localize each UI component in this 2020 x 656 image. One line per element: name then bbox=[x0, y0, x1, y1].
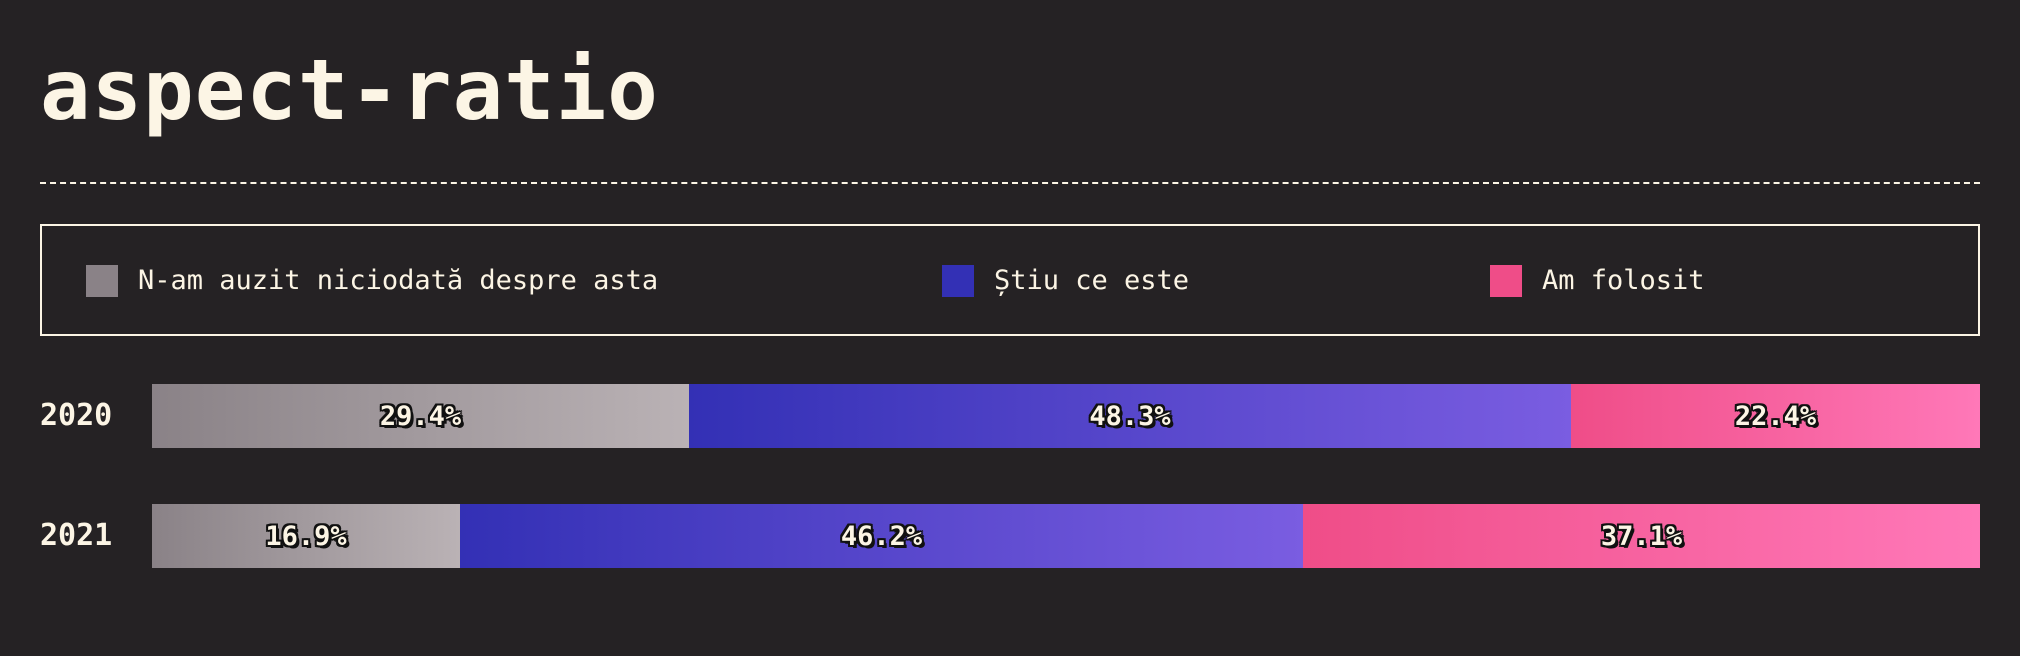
bar-row-2020: 29.4% 48.3% 22.4% bbox=[152, 384, 1980, 448]
legend-label-used: Am folosit bbox=[1542, 265, 1705, 296]
bar-segment-2021-know-what[interactable]: 46.2% bbox=[460, 504, 1303, 568]
row-label-2020: 2020 bbox=[40, 398, 113, 433]
legend-label-know-what: Știu ce este bbox=[994, 265, 1190, 296]
bar-segment-2021-used[interactable]: 37.1% bbox=[1303, 504, 1980, 568]
bar-row-2021: 16.9% 46.2% 37.1% bbox=[152, 504, 1980, 568]
bar-segment-2020-never-heard[interactable]: 29.4% bbox=[152, 384, 689, 448]
bar-segment-2020-used[interactable]: 22.4% bbox=[1571, 384, 1980, 448]
row-label-2021: 2021 bbox=[40, 518, 113, 553]
data-label-2021-know-what: 46.2% bbox=[840, 520, 923, 552]
legend: N-am auzit niciodată despre asta Știu ce… bbox=[40, 224, 1980, 336]
bar-segment-2021-never-heard[interactable]: 16.9% bbox=[152, 504, 460, 568]
legend-item-used[interactable]: Am folosit bbox=[1490, 265, 1705, 297]
data-label-2020-never-heard: 29.4% bbox=[379, 400, 462, 432]
data-label-2020-used: 22.4% bbox=[1734, 400, 1817, 432]
legend-item-know-what[interactable]: Știu ce este bbox=[942, 265, 1189, 297]
legend-swatch-know-what bbox=[942, 265, 974, 297]
legend-label-never-heard: N-am auzit niciodată despre asta bbox=[138, 265, 659, 296]
data-label-2021-never-heard: 16.9% bbox=[265, 520, 347, 552]
legend-swatch-never-heard bbox=[86, 265, 118, 297]
data-label-2020-know-what: 48.3% bbox=[1089, 400, 1171, 432]
legend-swatch-used bbox=[1490, 265, 1522, 297]
bar-segment-2020-know-what[interactable]: 48.3% bbox=[689, 384, 1571, 448]
chart-title: aspect-ratio bbox=[40, 41, 659, 139]
data-label-2021-used: 37.1% bbox=[1600, 520, 1683, 552]
legend-item-never-heard[interactable]: N-am auzit niciodată despre asta bbox=[86, 265, 658, 297]
title-divider bbox=[40, 182, 1980, 184]
